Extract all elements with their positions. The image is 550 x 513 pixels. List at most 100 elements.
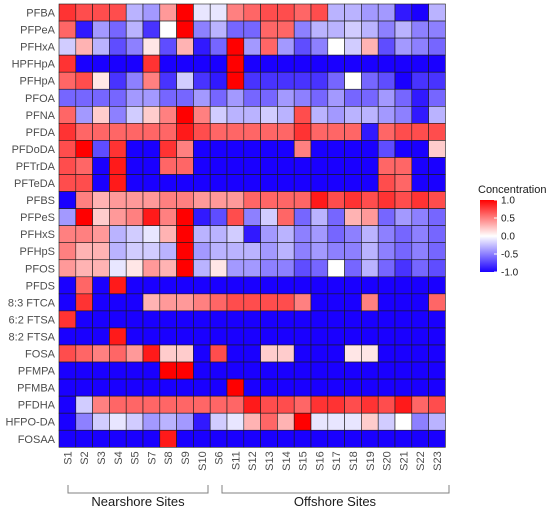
heatmap-cell: [75, 259, 93, 278]
heatmap-cell: [293, 310, 312, 329]
heatmap-cell: [277, 242, 295, 261]
heatmap-cell: [92, 54, 110, 73]
heatmap-cell: [125, 106, 144, 124]
heatmap-cell: [226, 106, 245, 124]
heatmap-cell: [92, 37, 110, 56]
heatmap-cell: [344, 276, 362, 295]
row-label: PFPeA: [20, 25, 56, 37]
heatmap-cell: [92, 344, 110, 363]
column-label: S1: [62, 451, 74, 464]
heatmap-cell: [109, 123, 127, 141]
heatmap-cell: [293, 174, 312, 192]
heatmap-cell: [58, 242, 77, 261]
heatmap-cell: [277, 208, 295, 226]
heatmap-cell: [209, 157, 228, 175]
heatmap-cell: [243, 123, 261, 141]
heatmap-cell: [394, 208, 413, 226]
heatmap-cell: [411, 123, 429, 141]
heatmap-cell: [243, 412, 261, 431]
heatmap-cell: [226, 361, 245, 380]
row-label: PFTeDA: [14, 178, 56, 190]
heatmap-cell: [109, 242, 127, 261]
heatmap-cell: [75, 327, 93, 346]
heatmap-cell: [75, 395, 93, 414]
heatmap-cell: [394, 327, 413, 346]
heatmap-cell: [58, 3, 77, 22]
heatmap-cell: [260, 225, 278, 243]
heatmap-cell: [209, 140, 228, 158]
heatmap-cell: [109, 310, 127, 329]
heatmap-cell: [142, 106, 161, 124]
heatmap-cell: [293, 276, 312, 295]
heatmap-cell: [92, 123, 110, 141]
heatmap-cell: [377, 3, 396, 22]
heatmap-cell: [411, 208, 429, 226]
heatmap-cell: [428, 157, 446, 175]
heatmap-cell: [58, 208, 77, 226]
heatmap-cell: [260, 259, 278, 278]
column-label: S6: [214, 451, 226, 464]
column-label: S15: [298, 451, 310, 471]
heatmap-cell: [125, 20, 144, 39]
heatmap-cell: [142, 208, 161, 226]
heatmap-cell: [277, 140, 295, 158]
heatmap-cell: [142, 361, 161, 380]
heatmap-cell: [226, 37, 245, 56]
legend-tick-label: 0.5: [501, 214, 515, 225]
heatmap-cell: [277, 191, 295, 209]
heatmap-cell: [243, 242, 261, 261]
heatmap-cell: [344, 157, 362, 175]
heatmap-cell: [277, 395, 295, 414]
heatmap-cell: [142, 3, 161, 22]
heatmap-cell: [394, 3, 413, 22]
heatmap-cell: [243, 259, 261, 278]
heatmap-cell: [109, 20, 127, 39]
column-label: S14: [281, 451, 293, 471]
row-label: PFDoDA: [12, 144, 56, 156]
heatmap-cell: [293, 20, 312, 39]
heatmap-cell: [58, 191, 77, 209]
heatmap-cell: [109, 293, 127, 312]
heatmap-cell: [193, 3, 211, 22]
heatmap-cell: [125, 327, 144, 346]
heatmap-cell: [243, 293, 261, 312]
offshore-bracket: [221, 485, 450, 494]
heatmap-cell: [377, 208, 396, 226]
heatmap-cell: [75, 242, 93, 261]
heatmap-cell: [260, 3, 278, 22]
heatmap-cell: [109, 378, 127, 397]
heatmap-cell: [209, 327, 228, 346]
heatmap-cell: [176, 361, 194, 380]
heatmap-cell: [327, 3, 345, 22]
heatmap-cell: [277, 20, 295, 39]
heatmap-cell: [394, 157, 413, 175]
heatmap-cell: [394, 20, 413, 39]
heatmap-cell: [260, 327, 278, 346]
heatmap-cell: [344, 54, 362, 73]
heatmap-cell: [243, 20, 261, 39]
heatmap-cell: [193, 191, 211, 209]
heatmap-cell: [58, 88, 77, 107]
heatmap-cell: [159, 276, 177, 295]
heatmap-cell: [226, 20, 245, 39]
heatmap-cell: [109, 54, 127, 73]
heatmap-cell: [327, 174, 345, 192]
heatmap-cell: [260, 191, 278, 209]
heatmap-cell: [243, 191, 261, 209]
heatmap-cell: [75, 429, 93, 448]
heatmap-cell: [377, 395, 396, 414]
heatmap-cell: [243, 429, 261, 448]
heatmap-cell: [92, 225, 110, 243]
heatmap-cell: [58, 54, 77, 73]
heatmap-cell: [159, 429, 177, 448]
column-label: S22: [415, 451, 427, 471]
row-label: PFNA: [26, 110, 56, 122]
heatmap-cell: [277, 344, 295, 363]
heatmap-cell: [159, 395, 177, 414]
heatmap-cell: [58, 174, 77, 192]
heatmap-cell: [75, 106, 93, 124]
column-label: S5: [130, 451, 142, 464]
heatmap-cell: [428, 123, 446, 141]
heatmap-cell: [109, 106, 127, 124]
heatmap-cell: [226, 157, 245, 175]
